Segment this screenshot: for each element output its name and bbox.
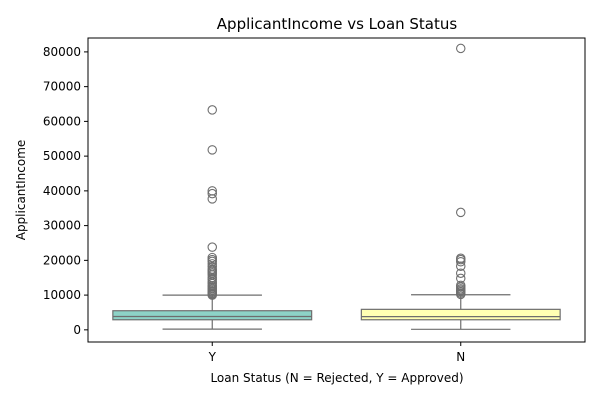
box-iqr [112,310,313,321]
outlier-point [455,273,466,284]
plot-area: 0 10000 20000 30000 40000 50000 60000 70000 8000… [43,37,586,364]
y-tick-label: 70000 [43,80,81,94]
plot-frame [87,37,586,343]
outlier-point [207,188,218,199]
y-tick-label: 80000 [43,45,81,59]
outlier-point [455,207,466,218]
y-tick-label: 40000 [43,184,81,198]
y-tick-label: 10000 [43,288,81,302]
outlier-point [207,186,218,196]
outlier-point [207,261,218,272]
box-iqr [360,308,561,321]
y-tick-label: 20000 [43,253,81,267]
outlier-point [207,242,218,252]
outlier-point [207,259,218,269]
outlier-point [207,252,218,263]
x-axis-label: Loan Status (N = Rejected, Y = Approved) [210,371,463,385]
outlier-point [455,43,466,54]
outlier-point [455,280,466,291]
y-axis-label: ApplicantIncome [14,140,28,241]
x-tick-label: Y [208,350,217,364]
x-tick-label: N [456,350,465,364]
chart-title: ApplicantIncome vs Loan Status [217,15,458,33]
y-tick-label: 50000 [43,149,81,163]
outlier-point [207,264,218,274]
outlier-point [207,105,218,115]
y-tick-label: 0 [73,323,81,337]
outlier-point [207,145,218,155]
y-tick-label: 60000 [43,114,81,128]
outlier-point [455,268,466,278]
outlier-point [455,253,466,264]
y-tick-label: 30000 [43,219,81,233]
